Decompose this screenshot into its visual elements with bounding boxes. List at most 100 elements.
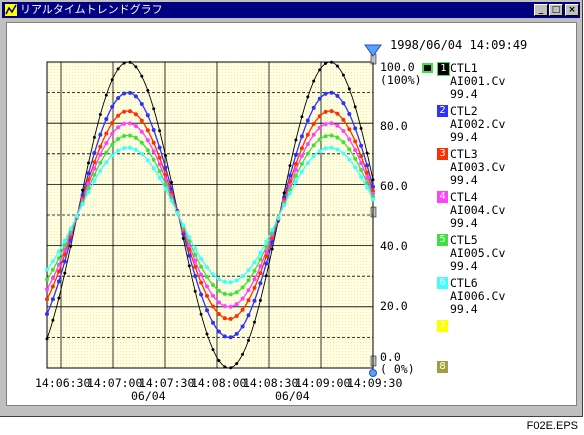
y-scale-bottom-handle bbox=[370, 355, 377, 367]
series-point-ctl3 bbox=[335, 111, 340, 116]
series-point-ctl4 bbox=[205, 284, 209, 289]
series-point-ctl6 bbox=[359, 174, 364, 179]
series-point-ctl1 bbox=[69, 244, 73, 248]
close-button[interactable]: × bbox=[565, 4, 579, 16]
series-point-ctl2 bbox=[56, 279, 61, 284]
series-point-ctl5 bbox=[353, 156, 358, 161]
series-point-ctl4 bbox=[335, 123, 340, 128]
legend-swatch-8[interactable]: 8 bbox=[437, 361, 448, 373]
series-point-ctl1 bbox=[359, 126, 363, 130]
series-point-ctl5 bbox=[240, 285, 245, 290]
series-point-ctl1 bbox=[51, 318, 55, 322]
series-point-ctl6 bbox=[347, 157, 352, 162]
series-point-ctl2 bbox=[211, 320, 215, 325]
legend-swatch-3[interactable]: 3 bbox=[437, 148, 448, 160]
series-point-ctl5 bbox=[222, 291, 227, 296]
series-point-ctl4 bbox=[45, 287, 49, 292]
legend-swatch-7[interactable]: 7 bbox=[437, 320, 448, 332]
series-point-ctl2 bbox=[181, 231, 186, 236]
y-tick-60: 60.0 bbox=[380, 179, 408, 193]
series-point-ctl1 bbox=[353, 105, 357, 109]
series-point-ctl6 bbox=[187, 235, 192, 240]
series-point-ctl2 bbox=[45, 312, 49, 316]
series-point-ctl1 bbox=[246, 338, 251, 342]
series-point-ctl6 bbox=[353, 165, 358, 170]
legend-item-4: AI004.Cv bbox=[450, 203, 506, 217]
series-point-ctl1 bbox=[81, 188, 85, 192]
series-point-ctl3 bbox=[311, 121, 316, 126]
series-point-ctl3 bbox=[299, 146, 304, 151]
series-point-ctl1 bbox=[229, 366, 233, 370]
title-bar[interactable]: リアルタイムトレンドグラフ _ □ × bbox=[2, 2, 580, 18]
series-point-ctl4 bbox=[50, 276, 55, 281]
series-point-ctl1 bbox=[294, 138, 298, 142]
series-point-ctl5 bbox=[110, 142, 115, 147]
current-timestamp: 1998/06/04 14:09:49 bbox=[390, 38, 528, 52]
series-point-ctl4 bbox=[139, 129, 144, 134]
legend-swatch-5[interactable]: 5 bbox=[437, 234, 448, 246]
legend-tag-3: CTL3 bbox=[450, 147, 478, 161]
series-point-ctl2 bbox=[228, 335, 233, 340]
series-point-ctl2 bbox=[365, 163, 370, 168]
series-point-ctl6 bbox=[323, 146, 328, 151]
series-point-ctl4 bbox=[371, 191, 375, 196]
series-point-ctl5 bbox=[163, 182, 168, 187]
series-point-ctl3 bbox=[211, 304, 215, 309]
series-point-ctl1 bbox=[181, 236, 185, 240]
series-point-ctl1 bbox=[193, 289, 197, 293]
legend-swatch-1[interactable]: 1 bbox=[437, 62, 450, 76]
series-point-ctl2 bbox=[98, 132, 103, 137]
series-point-ctl6 bbox=[228, 280, 233, 285]
series-point-ctl6 bbox=[86, 190, 91, 195]
series-point-ctl3 bbox=[122, 109, 127, 114]
series-point-ctl5 bbox=[104, 150, 109, 155]
series-point-ctl5 bbox=[288, 187, 292, 192]
series-point-ctl1 bbox=[122, 61, 126, 65]
series-point-ctl4 bbox=[151, 149, 156, 154]
series-point-ctl3 bbox=[128, 109, 132, 114]
series-point-ctl3 bbox=[293, 161, 298, 166]
legend-swatch-6[interactable]: 6 bbox=[437, 277, 448, 289]
minimize-button[interactable]: _ bbox=[534, 4, 548, 16]
series-point-ctl6 bbox=[270, 227, 275, 232]
series-point-ctl2 bbox=[163, 165, 168, 170]
legend-swatch-2[interactable]: 2 bbox=[437, 105, 448, 117]
series-point-ctl4 bbox=[329, 121, 334, 126]
series-point-ctl6 bbox=[169, 198, 174, 203]
series-point-ctl6 bbox=[341, 151, 346, 156]
series-point-ctl1 bbox=[98, 113, 102, 117]
figure-code: F02E.EPS bbox=[526, 420, 578, 432]
series-line-ctl1 bbox=[46, 61, 374, 369]
series-point-ctl4 bbox=[365, 175, 370, 180]
series-point-ctl2 bbox=[187, 253, 192, 258]
x-date-1: 06/04 bbox=[131, 389, 166, 403]
series-point-ctl5 bbox=[86, 185, 91, 190]
series-point-ctl6 bbox=[45, 267, 49, 272]
legend-tag-4: CTL4 bbox=[450, 190, 478, 204]
series-point-ctl3 bbox=[288, 179, 292, 184]
legend-value-2: 99.4 bbox=[450, 130, 478, 144]
series-point-ctl5 bbox=[128, 133, 132, 138]
series-point-ctl1 bbox=[110, 78, 114, 82]
series-point-ctl2 bbox=[110, 104, 115, 109]
series-point-ctl3 bbox=[258, 271, 263, 276]
legend-value-3: 99.4 bbox=[450, 173, 478, 187]
legend-swatch-4[interactable]: 4 bbox=[437, 191, 448, 203]
series-point-ctl5 bbox=[216, 288, 221, 293]
series-point-ctl2 bbox=[317, 96, 322, 101]
series-point-ctl5 bbox=[329, 133, 334, 138]
series-point-ctl6 bbox=[252, 260, 257, 265]
series-point-ctl3 bbox=[359, 154, 364, 159]
series-point-ctl2 bbox=[122, 91, 127, 96]
y-tick-80: 80.0 bbox=[380, 119, 408, 133]
y-tick-40: 40.0 bbox=[380, 239, 408, 253]
series-point-ctl5 bbox=[371, 194, 375, 199]
x-tick-2: 14:07:30 bbox=[139, 376, 195, 390]
series-point-ctl5 bbox=[347, 147, 352, 152]
series-point-ctl4 bbox=[98, 152, 103, 157]
series-point-ctl3 bbox=[98, 144, 103, 149]
series-point-ctl2 bbox=[157, 145, 162, 150]
maximize-button[interactable]: □ bbox=[549, 4, 563, 16]
series-point-ctl1 bbox=[252, 320, 257, 324]
series-point-ctl4 bbox=[288, 183, 292, 188]
